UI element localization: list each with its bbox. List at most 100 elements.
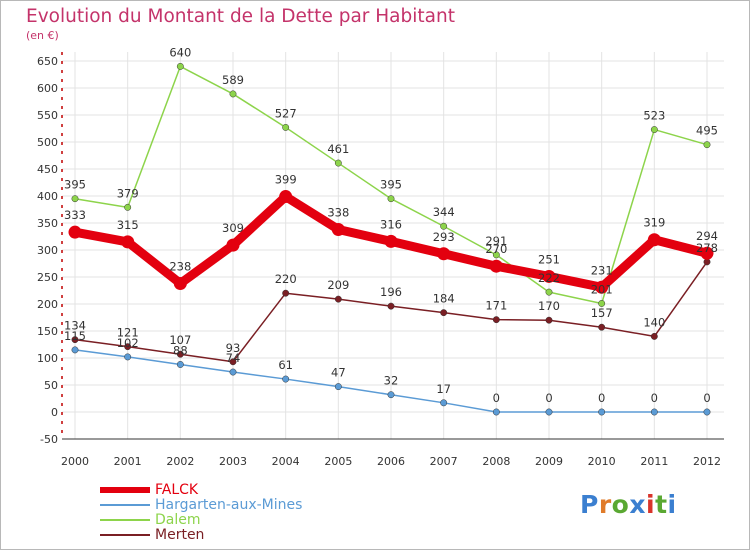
data-point bbox=[229, 358, 237, 366]
data-point bbox=[226, 238, 240, 252]
data-point bbox=[595, 280, 609, 294]
data-label: 61 bbox=[278, 358, 293, 372]
data-point bbox=[124, 203, 132, 211]
y-tick-label: 350 bbox=[37, 217, 58, 230]
x-tick-label: 2007 bbox=[430, 455, 458, 468]
data-label: 395 bbox=[380, 178, 402, 192]
data-label: 0 bbox=[598, 391, 605, 405]
data-label: 222 bbox=[538, 271, 560, 285]
data-label: 17 bbox=[436, 382, 451, 396]
data-label: 140 bbox=[643, 315, 665, 329]
data-point bbox=[282, 289, 290, 297]
data-label: 184 bbox=[433, 292, 455, 306]
data-point bbox=[173, 276, 187, 290]
chart-title: Evolution du Montant de la Dette par Hab… bbox=[26, 6, 455, 27]
logo-letter: x bbox=[629, 490, 646, 519]
data-point bbox=[492, 251, 500, 259]
data-point bbox=[440, 222, 448, 230]
y-tick-label: 50 bbox=[44, 379, 58, 392]
data-point bbox=[124, 353, 132, 361]
logo-letter: i bbox=[646, 490, 656, 519]
data-label: 333 bbox=[64, 208, 86, 222]
data-label: 134 bbox=[64, 319, 86, 333]
x-tick-label: 2011 bbox=[640, 455, 668, 468]
y-tick-label: 550 bbox=[37, 109, 58, 122]
data-point bbox=[279, 190, 293, 204]
data-label: 0 bbox=[493, 391, 500, 405]
data-point bbox=[492, 408, 500, 416]
data-point bbox=[650, 332, 658, 340]
data-point bbox=[545, 288, 553, 296]
logo-letter: t bbox=[655, 490, 668, 519]
data-label: 107 bbox=[169, 333, 191, 347]
data-point bbox=[124, 343, 132, 351]
y-tick-label: 150 bbox=[37, 325, 58, 338]
data-label: 461 bbox=[327, 142, 349, 156]
data-point bbox=[176, 361, 184, 368]
data-point bbox=[650, 408, 658, 416]
chart-unit: (en €) bbox=[26, 29, 59, 42]
x-tick-label: 2000 bbox=[61, 455, 89, 468]
proxiti-logo: Proxiti bbox=[580, 490, 677, 519]
x-tick-label: 2012 bbox=[693, 455, 721, 468]
data-point bbox=[650, 126, 658, 134]
data-point bbox=[440, 399, 448, 407]
data-label: 278 bbox=[696, 241, 718, 255]
data-label: 293 bbox=[433, 230, 455, 244]
data-label: 93 bbox=[226, 341, 241, 355]
y-tick-label: 200 bbox=[37, 298, 58, 311]
y-tick-label: 600 bbox=[37, 82, 58, 95]
data-point bbox=[703, 141, 711, 149]
x-tick-label: 2009 bbox=[535, 455, 563, 468]
data-point bbox=[229, 368, 237, 376]
data-label: 238 bbox=[169, 259, 191, 273]
data-label: 121 bbox=[117, 326, 139, 340]
y-tick-label: 0 bbox=[51, 406, 58, 419]
data-label: 495 bbox=[696, 124, 718, 138]
y-tick-label: -50 bbox=[40, 433, 58, 446]
data-point bbox=[71, 346, 79, 354]
data-label: 251 bbox=[538, 252, 560, 266]
data-point bbox=[176, 350, 184, 358]
y-tick-label: 400 bbox=[37, 190, 58, 203]
x-tick-label: 2005 bbox=[324, 455, 352, 468]
data-label: 316 bbox=[380, 217, 402, 231]
logo-letter: i bbox=[667, 490, 677, 519]
legend-swatch bbox=[100, 487, 150, 493]
data-label: 0 bbox=[703, 391, 710, 405]
x-tick-label: 2004 bbox=[272, 455, 300, 468]
data-label: 399 bbox=[275, 173, 297, 187]
data-label: 527 bbox=[275, 106, 297, 120]
logo-letter: P bbox=[580, 490, 599, 519]
data-label: 102 bbox=[117, 336, 139, 350]
logo-letter: r bbox=[598, 490, 612, 519]
legend-swatch bbox=[100, 504, 150, 506]
data-label: 319 bbox=[643, 216, 665, 230]
data-label: 115 bbox=[64, 329, 86, 343]
y-tick-label: 650 bbox=[37, 55, 58, 68]
legend-label: Hargarten-aux-Mines bbox=[155, 497, 303, 513]
data-label: 171 bbox=[485, 299, 507, 313]
x-tick-label: 2002 bbox=[166, 455, 194, 468]
data-label: 309 bbox=[222, 221, 244, 235]
legend-label: Dalem bbox=[155, 512, 201, 528]
data-point bbox=[282, 375, 290, 383]
data-point bbox=[440, 309, 448, 317]
data-label: 196 bbox=[380, 285, 402, 299]
data-label: 338 bbox=[327, 205, 349, 219]
data-label: 220 bbox=[275, 272, 297, 286]
data-label: 170 bbox=[538, 299, 560, 313]
data-label: 291 bbox=[485, 234, 507, 248]
data-label: 315 bbox=[117, 218, 139, 232]
data-point bbox=[334, 383, 342, 391]
x-tick-label: 2006 bbox=[377, 455, 405, 468]
x-tick-label: 2010 bbox=[588, 455, 616, 468]
data-point bbox=[545, 408, 553, 416]
logo-letter: o bbox=[611, 490, 630, 519]
data-point bbox=[387, 195, 395, 203]
data-label: 32 bbox=[384, 374, 399, 388]
data-point bbox=[647, 233, 661, 247]
data-point bbox=[387, 302, 395, 310]
data-point bbox=[542, 269, 556, 283]
